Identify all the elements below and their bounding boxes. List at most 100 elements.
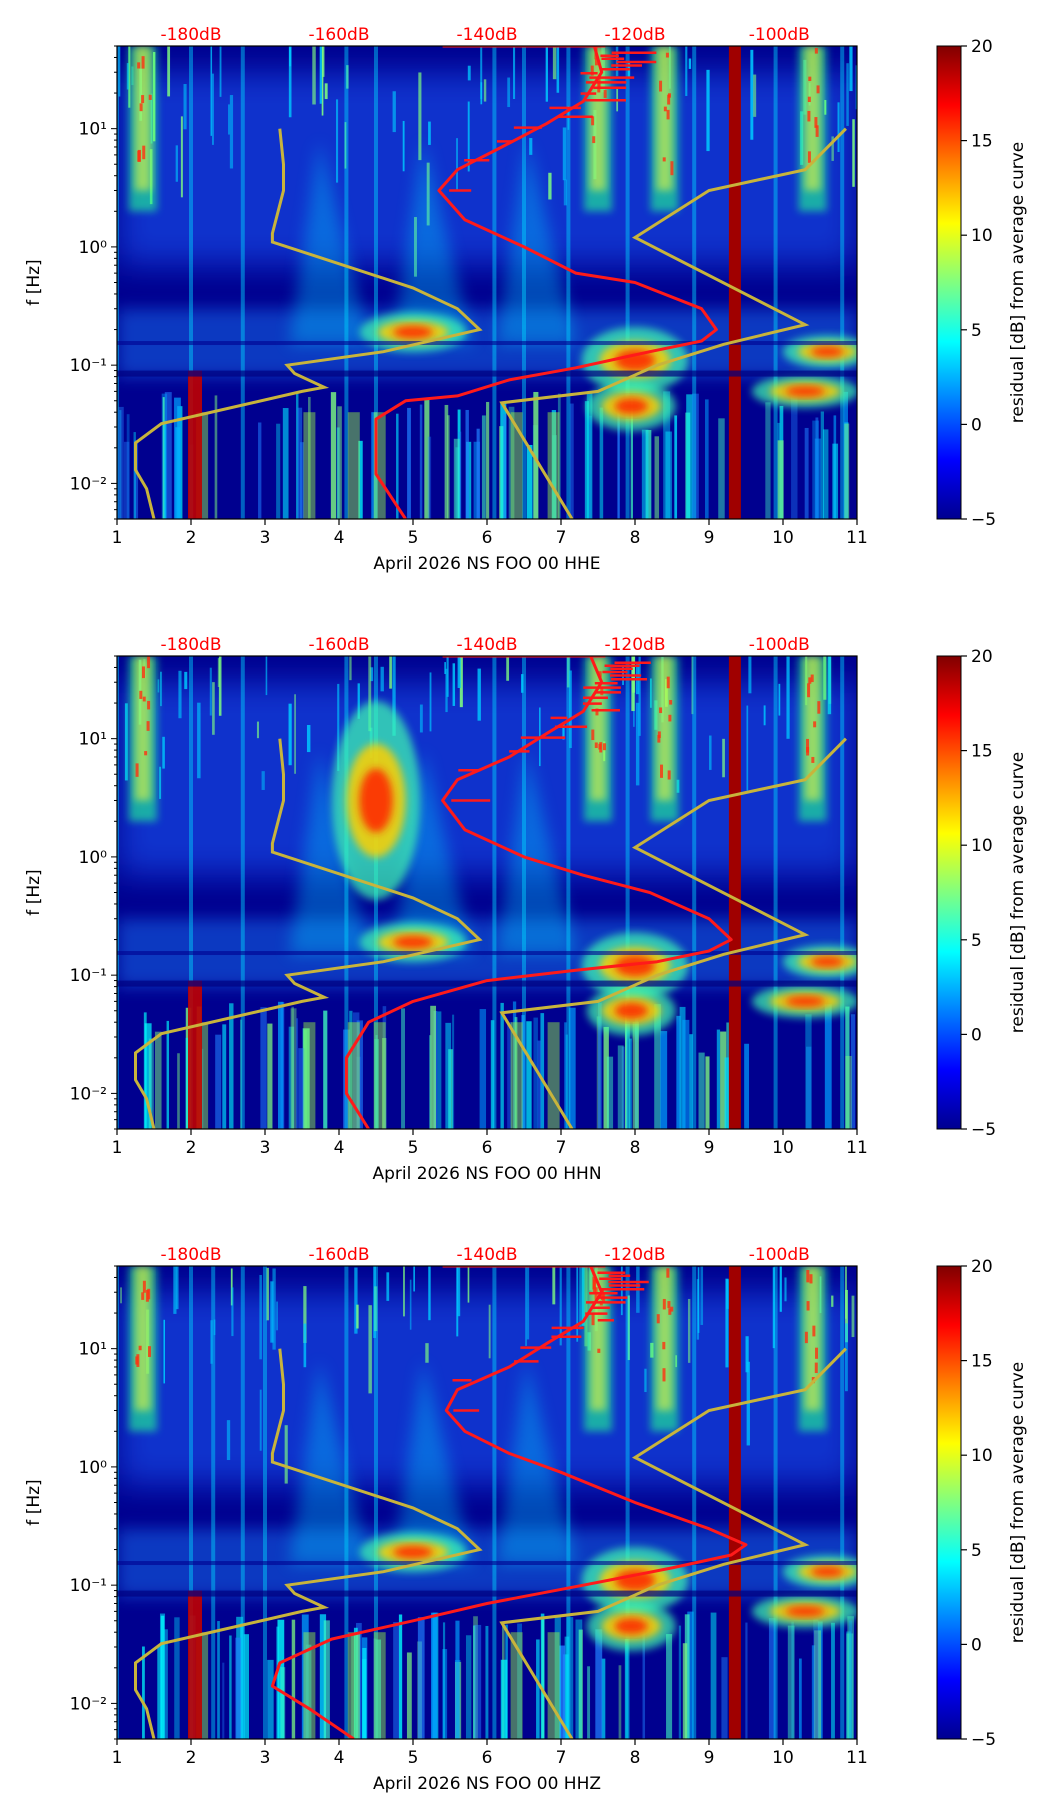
streak-mark [228,104,230,135]
column-mark [686,394,693,519]
column-mark [406,1652,412,1739]
streak-mark [403,1266,405,1317]
hot-speck [806,738,810,753]
streak-mark [687,1298,691,1363]
streak-mark [294,694,296,774]
bright-column [373,1022,386,1129]
hot-speck [817,701,821,714]
hot-speck [144,751,148,756]
column-mark [820,411,824,519]
streak-mark [428,1266,431,1321]
colorbar: 20 15 10 5 0 −5 residual [dB] from average cur… [936,647,1028,1140]
column-mark [720,1031,727,1129]
streak-mark [213,1319,216,1336]
hot-speck [813,721,817,728]
gap-bar [728,1266,741,1739]
hot-column-core [656,656,673,801]
hot-speck [662,1341,666,1350]
streak-mark [467,101,470,172]
column-mark [599,407,604,519]
hot-speck [137,62,141,69]
energy-blob-peak [785,386,826,397]
streak-mark [851,1295,855,1338]
db-label: -180dB [160,1245,221,1265]
noise-column [773,656,778,1129]
x-tick-label: 11 [846,528,868,548]
y-tick-label: 10⁰ [79,238,108,258]
column-mark [429,1035,432,1129]
x-tick-label: 1 [112,528,123,548]
column-mark [537,1040,541,1129]
hot-speck [804,1331,808,1344]
column-mark [824,1004,832,1129]
bright-column [547,1022,560,1129]
hot-speck [814,1362,818,1374]
energy-blob-peak [614,1618,648,1635]
streak-mark [457,1266,461,1317]
hot-speck [815,1347,819,1359]
column-mark [277,1619,285,1739]
x-tick-label: 9 [704,528,715,548]
bright-column [303,412,316,519]
hot-speck [593,1279,597,1293]
column-mark [718,418,725,519]
noise-column [773,1266,778,1739]
y-tick-label: 10¹ [79,120,107,140]
hot-speck [142,145,146,160]
db-label: -140dB [456,25,517,45]
x-tick-label: 11 [846,1748,868,1768]
hot-speck [591,1313,595,1326]
hot-speck [816,85,820,94]
streak-mark [562,722,565,740]
noise-column [240,1266,245,1739]
column-mark [629,1038,632,1129]
streak-mark [178,670,182,719]
streak-mark [118,46,121,97]
streak-mark [722,738,725,778]
column-mark [654,1004,661,1129]
column-mark [595,1629,603,1739]
energy-blob-peak [615,349,655,371]
column-mark [847,1616,854,1739]
column-mark [687,1611,694,1739]
hot-speck [814,117,818,128]
column-mark [568,1007,576,1129]
hot-speck [590,65,594,76]
column-mark [419,404,423,519]
column-mark [458,431,462,519]
streak-mark [467,65,471,81]
bright-column [347,1632,360,1739]
streak-mark [167,46,171,97]
noise-column [566,46,571,519]
db-label: -160dB [308,1245,369,1265]
column-mark [642,1617,646,1739]
column-mark [118,406,124,519]
hot-speck [807,96,811,103]
streak-mark [219,46,222,97]
streak-mark [556,46,560,93]
column-mark [791,1621,794,1739]
column-mark [222,1024,227,1129]
hot-speck [809,1274,813,1284]
noise-column [840,656,845,1129]
streak-mark [697,1267,700,1333]
hot-speck [591,729,595,741]
streak-mark [635,702,640,786]
column-mark [791,393,798,519]
streak-mark [288,46,292,118]
streak-mark [753,74,757,117]
db-label: -160dB [308,635,369,655]
hot-speck [147,700,151,710]
column-mark [632,1021,640,1129]
column-mark [319,1614,327,1739]
hot-speck [602,743,606,751]
event-fan [393,140,473,345]
hot-speck [670,161,674,176]
panel-1: 1 2 3 4 5 6 7 8 9 10 11 10¹ 10⁰ 10⁻¹ 10⁻² April 2026 NS… [24,25,1028,574]
hot-speck [657,731,661,738]
streak-mark [173,1266,177,1314]
streak-mark [212,73,214,145]
x-tick-label: 9 [704,1748,715,1768]
hot-speck [142,1280,146,1293]
psd-curve-spikes [452,1271,649,1412]
